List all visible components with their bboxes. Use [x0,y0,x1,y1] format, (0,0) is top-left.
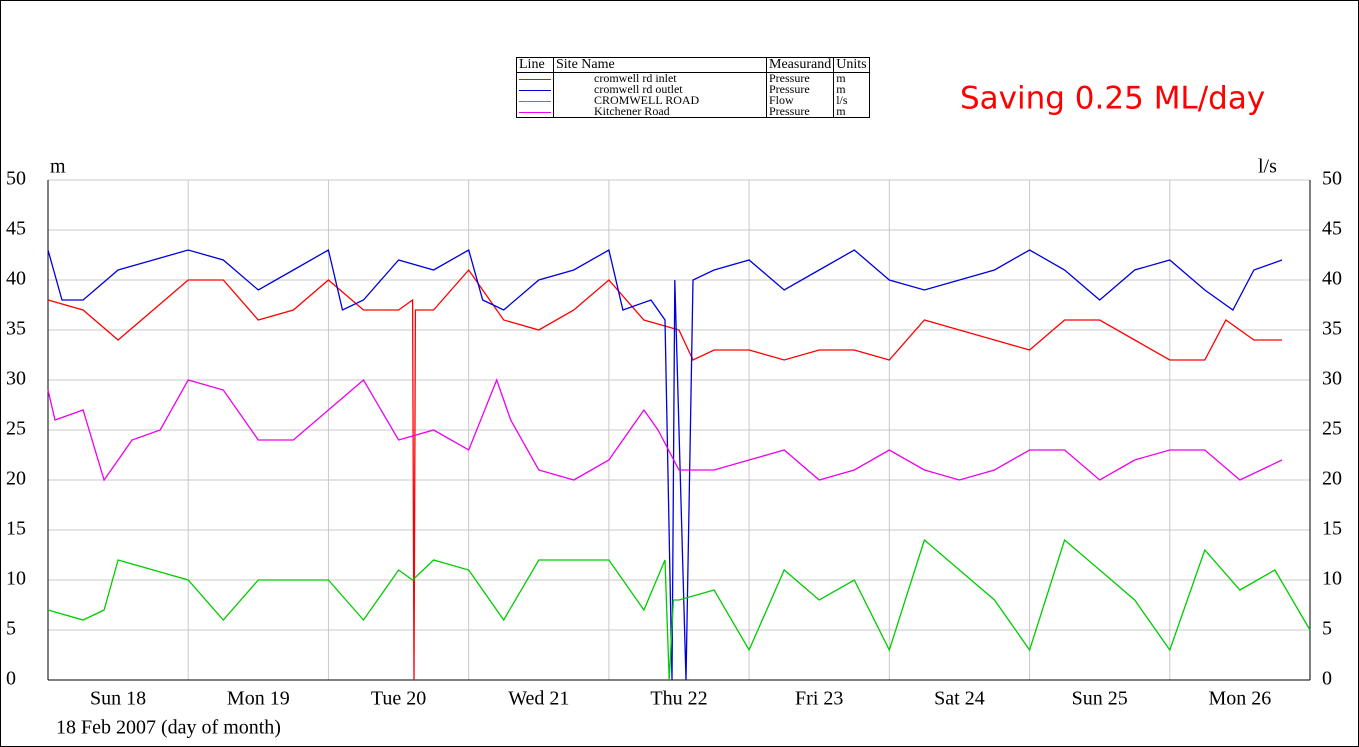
x-tick-label: Wed 21 [508,688,569,710]
legend-swatch [519,111,551,113]
x-tick-label: Tue 20 [371,688,426,710]
x-tick-label: Sun 18 [90,688,146,710]
y-tick-label: 15 [6,518,26,540]
x-tick-label: Mon 19 [227,688,290,710]
legend-name: CROMWELL ROAD [553,94,767,106]
y2-axis-label: l/s [1258,156,1277,178]
y-tick-label: 50 [6,168,26,190]
y2-tick-label: 30 [1322,368,1342,390]
legend-swatch [519,89,551,91]
x-tick-label: Sun 25 [1072,688,1128,710]
y-tick-label: 20 [6,468,26,490]
legend-measurand: Pressure [765,105,834,118]
legend-row: Kitchener Road Pressure m [516,105,870,118]
y-tick-label: 45 [6,218,26,240]
chart-title: Saving 0.25 ML/day [960,81,1265,117]
legend-header: Site Name [553,57,767,73]
legend-swatch-cell [516,106,554,118]
legend-units: m [833,83,870,95]
y-axis-label: m [50,156,66,178]
y2-tick-label: 45 [1322,218,1342,240]
series-line [47,268,1282,681]
x-axis-label: 18 Feb 2007 (day of month) [56,717,281,739]
legend-name: cromwell rd outlet [553,83,767,95]
y-tick-label: 25 [6,418,26,440]
legend-row: cromwell rd inlet Pressure m [516,72,870,84]
series-line [47,538,1311,681]
legend-row: cromwell rd outlet Pressure m [516,83,870,95]
y-tick-label: 40 [6,268,26,290]
legend-units: m [833,105,870,118]
y2-tick-label: 20 [1322,468,1342,490]
legend-row: CROMWELL ROAD Flow l/s [516,94,870,106]
legend-measurand: Pressure [765,83,834,95]
y-tick-label: 10 [6,568,26,590]
y-tick-label: 30 [6,368,26,390]
y-tick-label: 5 [6,618,16,640]
y2-tick-label: 40 [1322,268,1342,290]
y2-tick-label: 35 [1322,318,1342,340]
legend-header: Line [516,57,554,73]
legend-name: Kitchener Road [553,105,767,118]
legend-measurand: Pressure [765,72,834,84]
y2-tick-label: 25 [1322,418,1342,440]
x-tick-label: Mon 26 [1208,688,1271,710]
legend-swatch-cell [516,84,554,95]
legend-name: cromwell rd inlet [553,72,767,84]
series-line [47,378,1283,482]
legend-header-row: Line Site Name Measurand Units [516,57,870,73]
legend-units: m [833,72,870,84]
legend-swatch-cell [516,95,554,106]
legend-measurand: Flow [765,94,834,106]
y-tick-label: 35 [6,318,26,340]
legend-swatch [519,78,551,80]
y2-tick-label: 15 [1322,518,1342,540]
x-tick-label: Fri 23 [795,688,843,710]
y2-tick-label: 50 [1322,168,1342,190]
y2-tick-label: 10 [1322,568,1342,590]
legend-header: Units [833,57,870,73]
x-tick-label: Sat 24 [934,688,985,710]
legend-swatch-cell [516,72,554,84]
series-line [47,249,1283,681]
y2-tick-label: 5 [1322,618,1332,640]
legend-header: Measurand [765,57,834,73]
legend-units: l/s [833,94,870,106]
y2-tick-label: 0 [1322,668,1332,690]
legend: Line Site Name Measurand Units cromwell rd i… [516,57,870,118]
x-tick-label: Thu 22 [650,688,707,710]
legend-swatch [519,100,551,102]
y-tick-label: 0 [6,668,16,690]
